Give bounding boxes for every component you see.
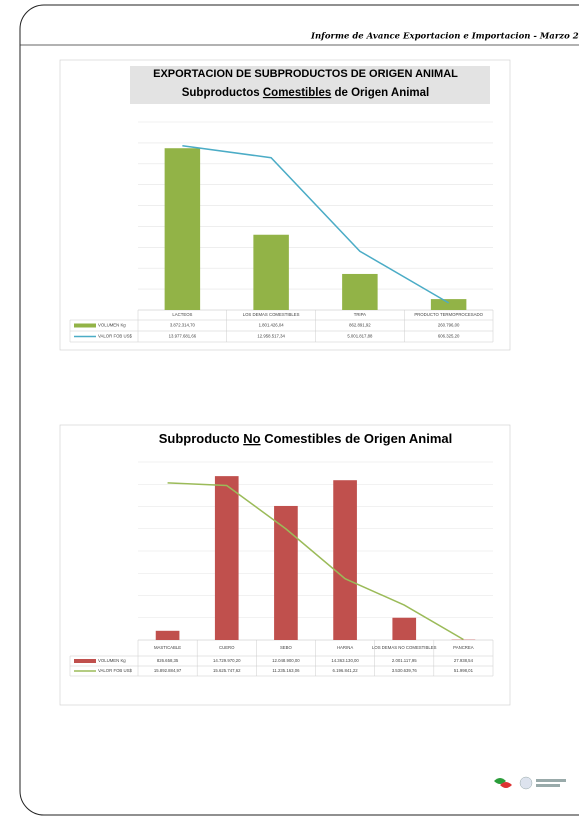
chart-title: Subproductos Comestibles de Origen Anima… — [182, 87, 430, 99]
value-label: 12.958.517,34 — [257, 334, 285, 339]
bar — [165, 148, 201, 310]
bar — [431, 299, 467, 310]
value-label: 27.938,54 — [454, 658, 474, 663]
value-label: 1.801.426,04 — [259, 323, 285, 328]
value-label: 260.796,00 — [438, 323, 460, 328]
legend-label: VOLUMEN Kg — [98, 658, 126, 663]
bar — [392, 618, 416, 640]
legend-key — [74, 659, 96, 663]
category-label: PRODUCTO TERMOPROCESADO — [414, 312, 483, 317]
title-part: No — [243, 431, 260, 446]
legend-label: VALOR FOB US$ — [98, 334, 132, 339]
category-label: TRIPA — [354, 312, 366, 317]
category-label: LOS DEMAS NO COMESTIBLES — [372, 645, 437, 650]
category-label: SEBO — [280, 645, 293, 650]
legend-label: VOLUMEN Kg — [98, 323, 126, 328]
bar — [342, 274, 378, 310]
value-label: 51.998,01 — [454, 668, 474, 673]
chart-supertitle: EXPORTACION DE SUBPRODUCTOS DE ORIGEN AN… — [153, 68, 458, 80]
value-label: 3.530.639,76 — [392, 668, 418, 673]
value-label: 13.977.681,66 — [169, 334, 197, 339]
value-label: 3.872.314,70 — [170, 323, 196, 328]
title-part: Comestibles de Origen Animal — [261, 431, 453, 446]
value-label: 606.325,20 — [438, 334, 460, 339]
category-label: LACTEOS — [172, 312, 192, 317]
legend-label: VALOR FOB US$ — [98, 668, 132, 673]
title-part: de Origen Animal — [331, 87, 429, 99]
value-label: 14.363.130,00 — [331, 658, 359, 663]
value-label: 12.048.900,00 — [272, 658, 300, 663]
bar — [274, 506, 298, 640]
legend-key — [74, 324, 96, 328]
category-label: HARINA — [337, 645, 353, 650]
chart-title: Subproducto No Comestibles de Origen Ani… — [159, 431, 453, 446]
bar — [215, 476, 239, 640]
bar — [333, 480, 357, 640]
bar — [253, 235, 289, 310]
value-label: 5.001.817,88 — [347, 334, 373, 339]
value-label: 15.625.747,62 — [213, 668, 241, 673]
title-part: Subproductos — [182, 87, 263, 99]
value-label: 862.891,92 — [349, 323, 371, 328]
value-label: 15.892.884,97 — [154, 668, 182, 673]
category-label: LOS DEMAS COMESTIBLES — [243, 312, 300, 317]
value-label: 14.729.970,20 — [213, 658, 241, 663]
bar — [156, 631, 180, 640]
category-label: PANCREA — [453, 645, 474, 650]
value-label: 2.001.117,95 — [392, 658, 417, 663]
value-label: 11.235.163,06 — [272, 668, 300, 673]
category-label: MASTICABLE — [154, 645, 181, 650]
category-label: CUERO — [219, 645, 235, 650]
header-title: Informe de Avance Exportacion e Importac… — [310, 32, 579, 42]
title-part: Comestibles — [263, 87, 331, 99]
title-part: Subproducto — [159, 431, 244, 446]
value-label: 6.196.841,22 — [333, 668, 359, 673]
value-label: 826.658,35 — [157, 658, 179, 663]
